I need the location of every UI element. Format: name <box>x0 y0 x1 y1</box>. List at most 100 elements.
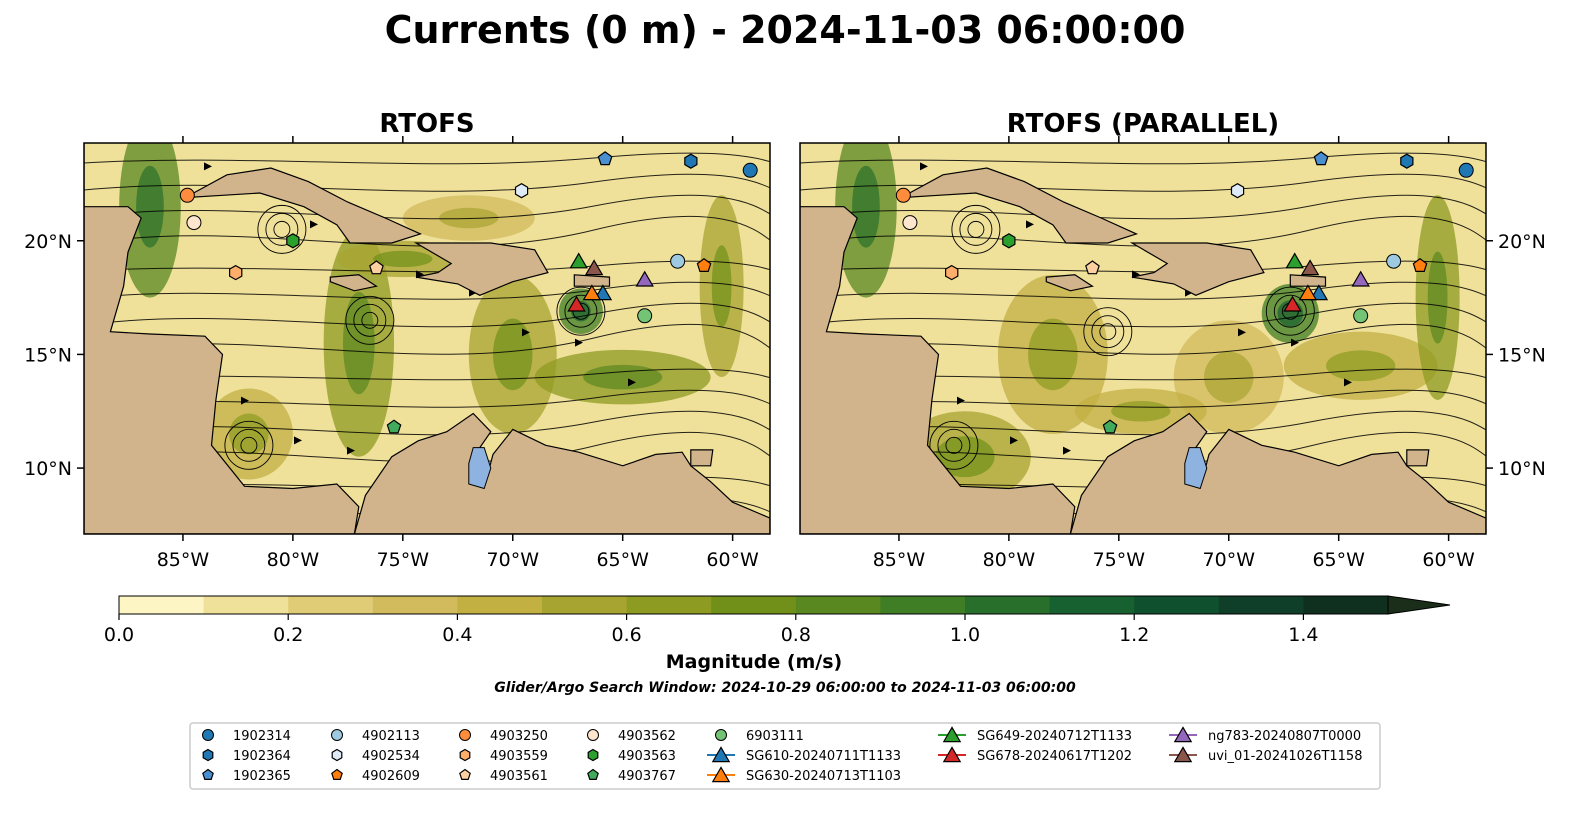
colorbar-segment <box>1303 596 1389 614</box>
legend-marker <box>715 729 727 741</box>
legend-marker <box>711 746 731 763</box>
eddy-streamline <box>232 428 266 462</box>
float-marker <box>1458 162 1474 178</box>
float-marker <box>584 259 604 276</box>
axes-frame <box>799 142 1487 535</box>
land <box>1129 242 1265 296</box>
colorbar-segment <box>1218 596 1304 614</box>
float-marker <box>567 295 586 312</box>
x-tick-label: 65°W <box>1312 549 1365 571</box>
streamline <box>84 281 770 300</box>
streamline-arrow <box>241 396 249 405</box>
streamline <box>800 323 1486 355</box>
legend-label: SG649-20240712T1133 <box>977 729 1132 744</box>
axes-left: 85°W 80°W 75°W 70°W 65°W 60°W 10°N 15°N 20°N <box>24 136 771 571</box>
current-magnitude-core <box>711 245 732 328</box>
float-marker <box>1309 284 1329 301</box>
float-marker <box>1386 253 1402 269</box>
land <box>353 412 770 534</box>
legend-marker <box>202 748 214 762</box>
streamline <box>800 152 1486 165</box>
colorbar-segment <box>119 596 205 614</box>
streamline <box>84 215 770 247</box>
legend-marker <box>459 748 471 762</box>
current-magnitude-core <box>1028 318 1078 391</box>
float-marker <box>637 308 653 324</box>
legend-label: SG610-20240711T1133 <box>746 749 901 764</box>
streamline <box>800 194 1486 220</box>
streamline <box>800 215 1486 247</box>
float-marker <box>1102 419 1118 434</box>
eddy-streamline <box>224 420 274 470</box>
legend-label: 1902364 <box>233 749 291 764</box>
current-magnitude-core <box>852 165 880 248</box>
current-magnitude-core <box>1204 351 1254 403</box>
colorbar-frame <box>118 595 1389 615</box>
current-magnitude-core <box>343 291 375 395</box>
float-marker <box>742 162 758 178</box>
current-magnitude-core <box>1326 350 1396 382</box>
current-magnitude-core <box>1111 401 1171 422</box>
legend-label: 4903767 <box>618 769 676 784</box>
float-marker <box>902 215 918 231</box>
legend-marker <box>202 729 214 741</box>
float-marker <box>670 253 686 269</box>
land <box>573 274 611 287</box>
eddy-streamline <box>564 294 598 328</box>
panel-title-left: RTOFS <box>379 109 474 139</box>
colorbar-segment <box>795 596 881 614</box>
float-marker <box>569 252 588 269</box>
streamline-arrow <box>522 328 530 337</box>
float-marker <box>1283 295 1302 312</box>
current-magnitude-core <box>373 250 433 268</box>
legend-label: SG678-20240617T1202 <box>977 749 1132 764</box>
colorbar-tick-label: 1.4 <box>1288 624 1318 646</box>
eddy-streamline <box>951 204 1001 254</box>
legend-marker <box>587 768 599 781</box>
land <box>184 167 423 244</box>
float-marker <box>597 151 613 166</box>
streamline-arrow <box>1291 338 1299 347</box>
land <box>1069 412 1486 534</box>
legend-marker <box>1173 746 1193 763</box>
axes-right: 85°W 80°W 75°W 70°W 65°W 60°W 10°N 15°N 20°N <box>799 136 1546 571</box>
float-marker <box>386 419 402 434</box>
legend: 1902314 1902364 1902365 4902113 4902534 49026… <box>189 722 1381 790</box>
float-marker <box>1412 258 1428 272</box>
x-tick-label: 60°W <box>706 549 759 571</box>
x-tick-label: 80°W <box>983 549 1036 571</box>
float-marker <box>944 264 959 281</box>
streamline <box>800 302 1486 328</box>
land <box>84 143 360 534</box>
land <box>329 274 378 292</box>
land <box>1045 274 1094 292</box>
streamline <box>84 302 770 328</box>
x-tick-label: 85°W <box>157 549 210 571</box>
float-marker <box>179 187 195 203</box>
y-tick-label: 10°N <box>24 458 72 480</box>
float-marker <box>684 153 698 169</box>
x-tick-label: 80°W <box>267 549 320 571</box>
legend-label: 4903559 <box>490 749 548 764</box>
map-panel-right <box>800 143 1486 534</box>
y-tick-label: 10°N <box>1498 458 1546 480</box>
streamline-arrow <box>204 162 212 171</box>
current-magnitude-core <box>583 364 663 390</box>
float-marker <box>1230 183 1245 199</box>
colorbar-segment <box>1134 596 1220 614</box>
float-marker <box>1353 308 1369 324</box>
streamline <box>84 410 770 436</box>
x-tick-label: 75°W <box>1093 549 1146 571</box>
eddy-streamline <box>967 220 985 238</box>
land <box>413 242 549 296</box>
legend-label: 6903111 <box>746 729 804 744</box>
colorbar-tick-label: 1.0 <box>950 624 980 646</box>
legend-label: uvi_01-20241026T1158 <box>1208 749 1362 764</box>
land <box>690 449 714 467</box>
land <box>1289 274 1327 287</box>
float-marker <box>895 187 911 203</box>
float-marker <box>186 215 202 231</box>
colorbar-segment <box>457 596 543 614</box>
eddy-streamline <box>1099 323 1117 341</box>
